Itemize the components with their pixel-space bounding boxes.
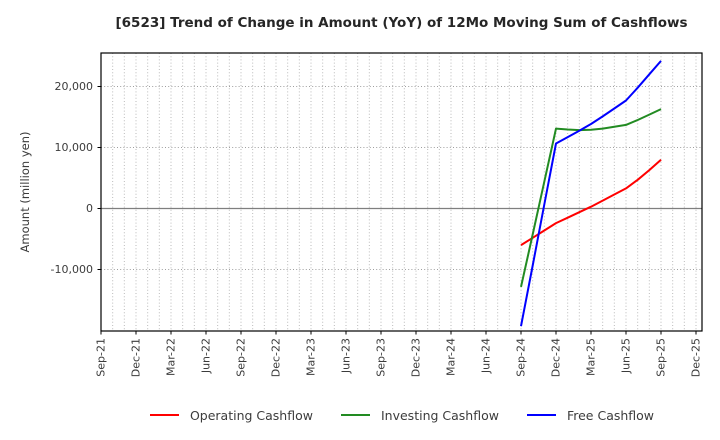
y-tick-label: 20,000 [55, 80, 94, 93]
x-tick-label: Sep-21 [95, 338, 108, 377]
x-tick-label: Mar-22 [165, 338, 178, 376]
x-tick-label: Dec-23 [410, 338, 423, 377]
series-investing-cashflow [520, 108, 662, 288]
x-tick-labels: Sep-21 Dec-21 Mar-22 Jun-22 Sep-22 Dec-22 Mar-… [95, 338, 703, 377]
legend-line-sample [526, 414, 556, 416]
series-operating-cashflow [520, 158, 662, 246]
legend-line-sample [340, 414, 370, 416]
legend-label: Investing Cashflow [380, 407, 499, 423]
x-tick-label: Sep-24 [515, 338, 528, 377]
legend-item-operating-cashflow: Operating Cashflow [149, 407, 313, 423]
legend-label: Operating Cashflow [189, 407, 313, 423]
x-tick-label: Dec-25 [690, 338, 703, 377]
x-tick-label: Sep-25 [655, 338, 668, 377]
legend-item-investing-cashflow: Investing Cashflow [340, 407, 499, 423]
x-tick-label: Jun-25 [620, 338, 633, 374]
legend: Operating Cashflow Investing Cashflow Free… [82, 406, 720, 424]
gridlines [101, 53, 702, 331]
legend-item-free-cashflow: Free Cashflow [526, 407, 655, 423]
x-tick-label: Mar-24 [445, 338, 458, 376]
plot-border [100, 52, 703, 332]
chart-title: [6523] Trend of Change in Amount (YoY) o… [115, 15, 688, 31]
legend-label: Free Cashflow [566, 407, 655, 423]
y-tick-labels: -10,000 0 10,000 20,000 [51, 80, 93, 276]
x-tick-label: Jun-22 [200, 338, 213, 374]
series-free-cashflow [520, 60, 662, 327]
legend-line-sample [149, 414, 179, 416]
x-tick-label: Mar-25 [585, 338, 598, 376]
x-tick-label: Dec-24 [550, 338, 563, 377]
x-tick-label: Jun-23 [340, 338, 353, 374]
x-tick-label: Mar-23 [305, 338, 318, 376]
y-tick-label: 0 [86, 202, 93, 215]
y-tick-label: 10,000 [55, 141, 94, 154]
x-tick-label: Dec-21 [130, 338, 143, 377]
x-tick-label: Jun-24 [480, 338, 493, 374]
x-tick-label: Sep-23 [375, 338, 388, 377]
x-tick-label: Sep-22 [235, 338, 248, 377]
axes [97, 52, 703, 335]
x-tick-label: Dec-22 [270, 338, 283, 377]
y-tick-label: -10,000 [51, 263, 93, 276]
